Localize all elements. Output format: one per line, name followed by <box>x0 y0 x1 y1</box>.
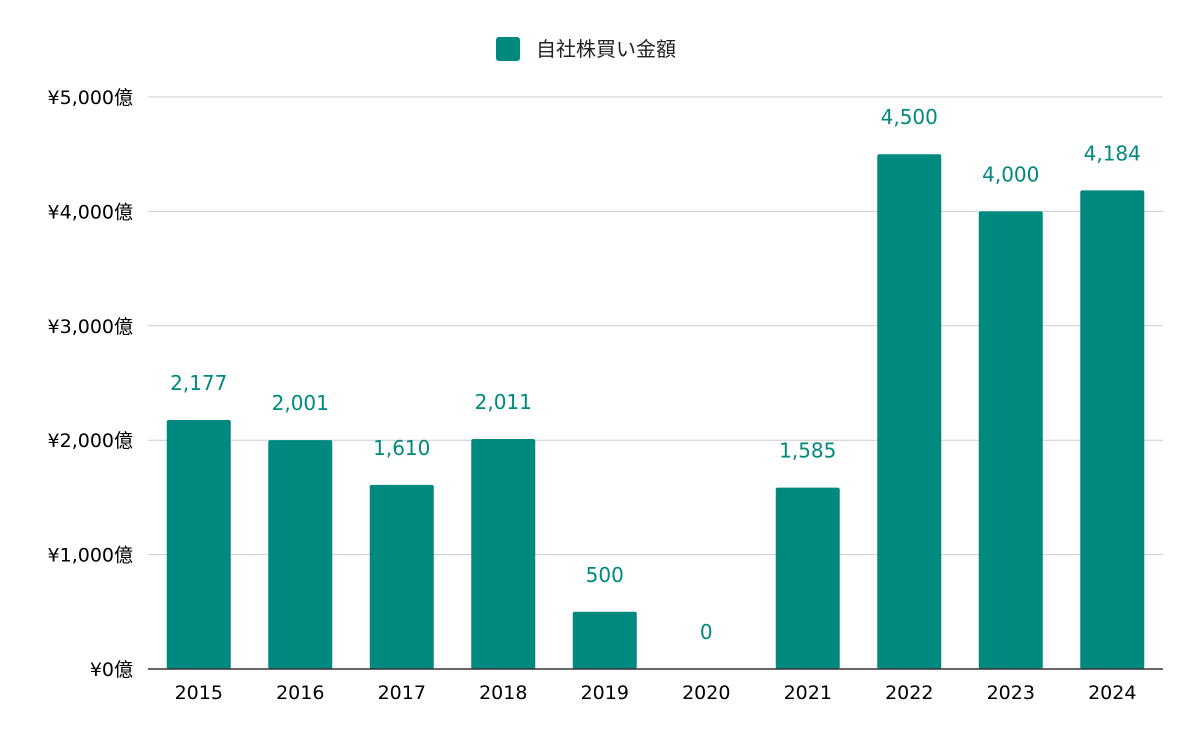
y-tick-label: ¥4,000億 <box>48 201 133 223</box>
data-label-2023: 4,000 <box>982 162 1039 186</box>
data-label-2019: 500 <box>586 563 624 587</box>
bar-2024 <box>1080 190 1144 669</box>
x-tick-label: 2018 <box>479 682 527 704</box>
y-tick-label: ¥2,000億 <box>48 430 133 452</box>
legend-label: 自社株買い金額 <box>536 37 676 61</box>
x-tick-label: 2016 <box>276 682 324 704</box>
x-tick-label: 2015 <box>175 682 223 704</box>
x-axis: 2015 2016 2017 2018 2019 2020 2021 2022 2023 2024 <box>148 669 1163 704</box>
x-tick-label: 2023 <box>987 682 1035 704</box>
y-axis: ¥0億 ¥1,000億 ¥2,000億 ¥3,000億 ¥4,000億 ¥5,000億 <box>48 87 133 681</box>
data-label-2016: 2,001 <box>272 391 329 415</box>
bar-2019 <box>573 612 637 669</box>
legend: 自社株買い金額 <box>496 37 676 61</box>
bar-2016 <box>268 440 332 669</box>
x-tick-label: 2019 <box>581 682 629 704</box>
data-label-2018: 2,011 <box>475 390 532 414</box>
y-tick-label: ¥1,000億 <box>48 545 133 567</box>
bar-2017 <box>370 485 434 669</box>
data-label-2017: 1,610 <box>373 436 430 460</box>
bar-2021 <box>776 488 840 669</box>
bar-2015 <box>167 420 231 669</box>
x-tick-label: 2021 <box>784 682 832 704</box>
data-label-2022: 4,500 <box>881 105 938 129</box>
x-tick-label: 2022 <box>885 682 933 704</box>
y-tick-label: ¥5,000億 <box>48 87 133 109</box>
bar-2022 <box>877 154 941 669</box>
bar-2018 <box>471 439 535 669</box>
bar-2023 <box>979 211 1043 669</box>
data-label-2020: 0 <box>700 620 713 644</box>
x-tick-label: 2020 <box>682 682 730 704</box>
data-label-2024: 4,184 <box>1084 141 1141 165</box>
data-label-2021: 1,585 <box>779 439 836 463</box>
x-tick-label: 2017 <box>378 682 426 704</box>
legend-swatch <box>496 37 520 61</box>
data-label-2015: 2,177 <box>170 371 227 395</box>
y-tick-label: ¥0億 <box>90 659 133 681</box>
x-tick-label: 2024 <box>1088 682 1136 704</box>
y-tick-label: ¥3,000億 <box>48 316 133 338</box>
